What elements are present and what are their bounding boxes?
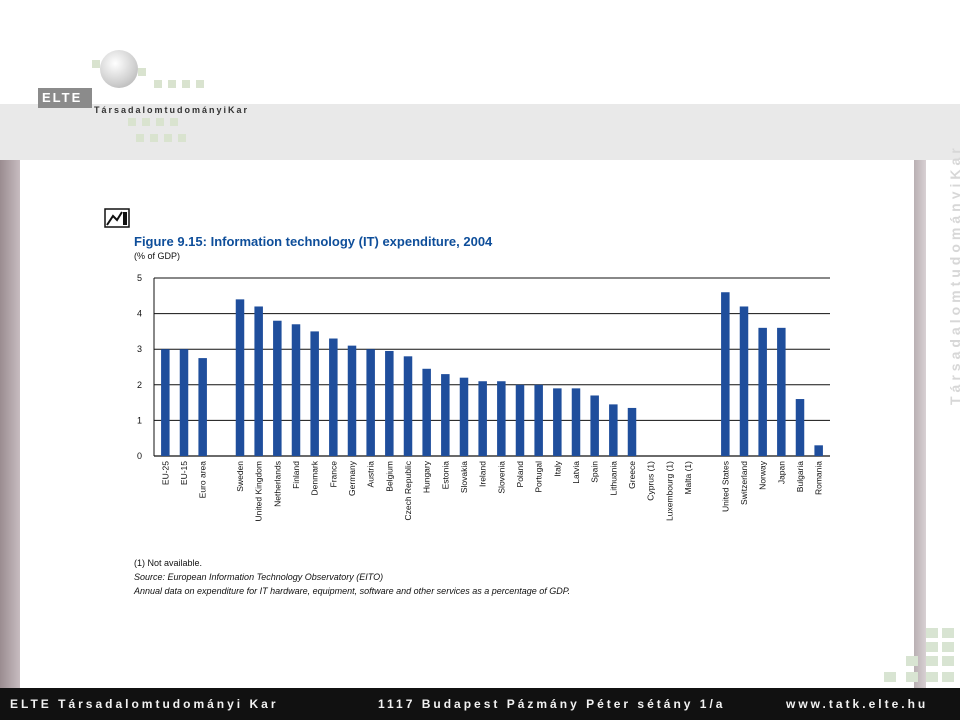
x-tick-label: United Kingdom (254, 461, 264, 521)
x-tick-label: Poland (515, 461, 525, 488)
x-tick-label: Greece (627, 461, 637, 489)
bar (758, 327, 767, 456)
y-tick-label: 1 (137, 415, 142, 425)
x-tick-label: Norway (758, 460, 768, 490)
bar (627, 407, 637, 456)
x-tick-label: France (328, 461, 338, 488)
left-decorative-bar (0, 160, 20, 688)
x-tick-label: Japan (776, 461, 786, 484)
x-tick-label: Cyprus (1) (646, 461, 656, 501)
bar (385, 350, 394, 456)
bar (590, 395, 599, 456)
bar (273, 320, 282, 456)
bar (497, 381, 506, 456)
chart-subtitle: (% of GDP) (134, 251, 181, 261)
bar (403, 356, 413, 456)
note-not-available: (1) Not available. (134, 558, 203, 568)
logo-sphere (100, 50, 138, 88)
chart-panel: Figure 9.15: Information technology (IT)… (104, 208, 850, 600)
x-tick-label: EU-15 (179, 461, 189, 485)
x-tick-label: Romania (814, 461, 824, 495)
y-tick-label: 4 (137, 309, 142, 319)
side-faculty-text: TársadalomtudományiKar (947, 144, 960, 405)
bar (459, 377, 469, 456)
footer-faculty: ELTE Társadalomtudományi Kar (10, 697, 279, 711)
x-tick-label: Spain (590, 461, 600, 483)
note-source: Source: European Information Technology … (134, 572, 384, 582)
bar (329, 338, 338, 456)
bar (179, 349, 189, 456)
bar (198, 358, 207, 456)
x-tick-label: EU-25 (160, 461, 170, 485)
elte-logo: ELTE TársadalomtudományiKar (36, 50, 247, 150)
bar (366, 349, 375, 456)
footer-bar: ELTE Társadalomtudományi Kar 1117 Budape… (0, 688, 960, 720)
x-tick-label: Italy (552, 460, 562, 476)
bar (739, 306, 749, 456)
x-tick-label: Malta (1) (683, 461, 693, 495)
bar (478, 381, 487, 456)
logo-faculty-text: TársadalomtudományiKar (94, 105, 250, 115)
x-tick-label: Switzerland (739, 461, 749, 505)
x-tick-label: Slovenia (496, 461, 506, 494)
bar (347, 345, 357, 456)
chart-title: Figure 9.15: Information technology (IT)… (134, 234, 493, 249)
x-tick-label: Bulgaria (795, 461, 805, 492)
right-decorative-bar (914, 160, 926, 688)
bar (534, 384, 543, 456)
bar (515, 384, 525, 456)
x-tick-label: Finland (291, 461, 301, 489)
bar (571, 388, 581, 456)
side-vertical-text: TársadalomtudományiKar (930, 144, 960, 460)
x-tick-label: Portugal (534, 461, 544, 493)
footer-website: www.tatk.elte.hu (786, 697, 929, 711)
bar (814, 445, 823, 456)
bar (254, 306, 263, 456)
bar (777, 327, 786, 456)
x-tick-label: Denmark (310, 460, 320, 495)
bar (422, 368, 431, 456)
footer-address: 1117 Budapest Pázmány Péter sétány 1/a (378, 697, 726, 711)
x-tick-label: Sweden (235, 461, 245, 492)
chart-type-icon (104, 208, 130, 228)
logo-elte-text: ELTE (38, 88, 92, 108)
bar (553, 388, 562, 456)
bar (161, 349, 170, 456)
x-tick-label: Czech Republic (403, 460, 413, 520)
bar (291, 324, 301, 456)
x-tick-label: Luxembourg (1) (664, 461, 674, 521)
x-tick-label: Latvia (571, 461, 581, 484)
x-tick-label: Austria (366, 461, 376, 488)
bar (721, 292, 730, 456)
bar (609, 404, 618, 456)
x-tick-label: Ireland (478, 461, 488, 487)
header-gray-band (0, 104, 960, 160)
bar-chart: 0 1 2 3 4 5 EU-25 EU-15 Euro area Sweden United Ki… (137, 273, 830, 521)
x-tick-label: Estonia (440, 461, 450, 490)
bar (235, 299, 245, 456)
x-tick-label: Hungary (422, 460, 432, 493)
x-tick-label: Belgium (384, 461, 394, 492)
note-description: Annual data on expenditure for IT hardwa… (134, 586, 571, 596)
x-tick-label: Slovakia (459, 461, 469, 493)
y-tick-label: 2 (137, 380, 142, 390)
bar (310, 331, 319, 456)
x-tick-label: Netherlands (272, 461, 282, 507)
x-tick-label: Euro area (198, 461, 208, 499)
y-tick-label: 5 (137, 273, 142, 283)
bar (441, 374, 450, 456)
y-tick-label: 3 (137, 344, 142, 354)
x-tick-label: United States (720, 461, 730, 512)
x-tick-label: Germany (347, 460, 357, 496)
bar (795, 399, 805, 456)
x-tick-label: Lithuania (608, 461, 618, 496)
y-tick-label: 0 (137, 451, 142, 461)
